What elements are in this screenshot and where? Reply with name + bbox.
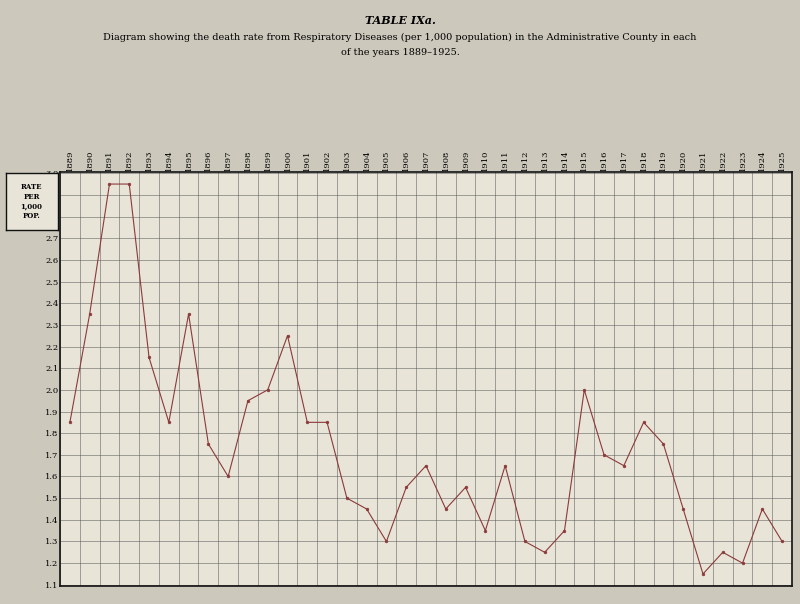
Text: RATE
PER
1,000
POP.: RATE PER 1,000 POP. [21,183,42,220]
Text: of the years 1889–1925.: of the years 1889–1925. [341,48,459,57]
Text: TABLE IXa.: TABLE IXa. [365,15,435,26]
Text: Diagram showing the death rate from Respiratory Diseases (per 1,000 population) : Diagram showing the death rate from Resp… [103,33,697,42]
